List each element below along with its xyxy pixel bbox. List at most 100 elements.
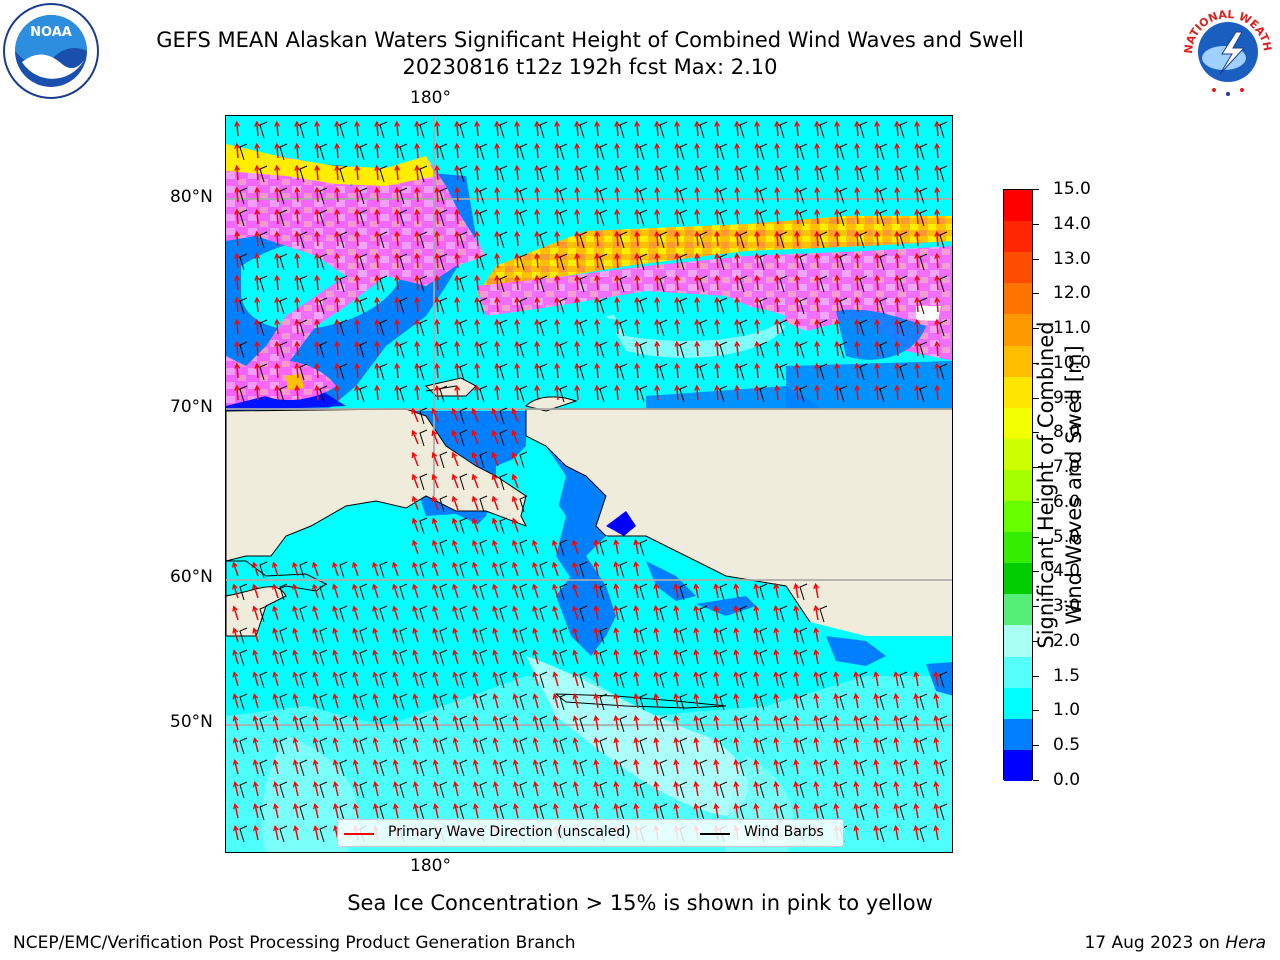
wave-direction-arrow: [272, 584, 279, 599]
wave-direction-arrow: [556, 209, 559, 225]
wave-direction-arrow: [936, 143, 939, 159]
wave-direction-arrow: [576, 341, 579, 357]
wave-direction-arrowhead: [431, 451, 438, 458]
wind-barb: [919, 781, 928, 799]
wave-direction-arrow: [493, 650, 499, 665]
wind-barb: [599, 143, 608, 161]
wave-direction-arrowhead: [394, 296, 401, 303]
wave-direction-arrowhead: [234, 230, 241, 237]
wave-direction-arrowhead: [613, 648, 620, 656]
wave-direction-arrowhead: [793, 692, 800, 700]
wind-barb: [499, 319, 508, 337]
wave-direction-arrowhead: [554, 230, 561, 237]
wave-direction-arrow: [734, 672, 739, 687]
wind-barb: [399, 187, 408, 205]
wave-direction-arrow: [834, 694, 839, 709]
wave-direction-arrowhead: [414, 208, 421, 215]
wave-direction-arrow: [553, 628, 559, 643]
wave-direction-arrow: [276, 253, 279, 269]
wave-direction-arrowhead: [614, 208, 621, 215]
wave-direction-arrow: [756, 187, 759, 203]
wave-direction-arrowhead: [853, 758, 860, 766]
wave-direction-arrowhead: [254, 362, 261, 369]
wave-direction-arrow: [474, 804, 479, 819]
wind-barb: [339, 275, 348, 293]
wave-direction-arrowhead: [374, 164, 381, 171]
wind-barb: [639, 583, 648, 601]
wave-direction-arrow: [756, 253, 759, 269]
wave-direction-arrowhead: [471, 517, 478, 524]
wave-direction-arrow: [316, 231, 319, 247]
wave-direction-arrow: [412, 540, 419, 555]
wave-direction-arrow: [696, 121, 699, 137]
wave-direction-arrow: [836, 165, 839, 181]
colorbar-tick: [1033, 745, 1039, 747]
wave-direction-arrow: [654, 738, 659, 753]
wave-direction-arrowhead: [472, 781, 479, 788]
wave-direction-arrow: [834, 716, 839, 731]
wave-direction-arrow: [493, 694, 499, 709]
wave-direction-arrow: [492, 496, 499, 511]
wave-direction-arrowhead: [674, 274, 681, 281]
wave-direction-arrowhead: [512, 583, 518, 590]
wave-direction-arrow: [534, 804, 539, 819]
wave-direction-arrow: [496, 341, 499, 357]
wind-barb: [379, 319, 388, 337]
wave-direction-arrow: [574, 804, 579, 819]
wave-direction-arrowhead: [894, 362, 901, 369]
wave-direction-arrow: [516, 275, 519, 291]
wave-direction-arrow: [453, 694, 459, 709]
wave-direction-arrow: [696, 297, 699, 313]
wave-direction-arrowhead: [412, 781, 419, 788]
wave-direction-arrowhead: [894, 186, 901, 193]
wave-direction-arrow: [533, 628, 539, 643]
footer-host: Hera: [1225, 933, 1266, 953]
wind-barb: [519, 187, 528, 205]
wave-direction-arrow: [616, 385, 619, 401]
wave-direction-arrow: [573, 650, 579, 665]
wind-barb: [779, 605, 788, 623]
wave-direction-arrow: [796, 363, 799, 379]
wave-direction-arrow: [433, 672, 439, 687]
wave-direction-arrowhead: [794, 274, 801, 281]
wave-direction-arrow: [413, 694, 419, 709]
wind-barb: [719, 649, 728, 667]
wind-barb: [699, 759, 708, 777]
wave-direction-arrowhead: [893, 758, 900, 766]
wave-direction-arrowhead: [293, 824, 299, 832]
colorbar-tick-label: 15.0: [1053, 179, 1091, 199]
wave-direction-arrow: [353, 606, 359, 621]
wave-direction-arrow: [516, 297, 519, 313]
wind-barb: [499, 407, 508, 425]
wind-barb: [319, 583, 328, 601]
wave-direction-arrow: [276, 143, 279, 159]
wave-direction-arrowhead: [274, 274, 281, 281]
wave-direction-arrow: [292, 562, 299, 577]
wave-direction-arrow: [856, 253, 859, 269]
wave-direction-arrowhead: [713, 736, 720, 744]
wave-direction-arrow: [233, 650, 239, 665]
wave-direction-arrowhead: [232, 671, 239, 678]
wave-direction-arrow: [636, 341, 639, 357]
wave-direction-arrowhead: [813, 582, 820, 590]
wave-direction-arrowhead: [814, 318, 821, 325]
wave-direction-arrow: [452, 518, 459, 533]
wave-direction-arrow: [934, 694, 939, 709]
wave-direction-arrow: [916, 275, 919, 291]
wave-direction-arrow: [456, 275, 459, 291]
wind-barb: [759, 781, 768, 799]
wave-direction-arrowhead: [354, 274, 361, 281]
wind-barb: [319, 143, 328, 161]
wind-barb: [579, 363, 588, 381]
wave-direction-arrow: [734, 606, 739, 621]
wave-direction-arrowhead: [894, 274, 901, 281]
wave-direction-arrowhead: [714, 384, 721, 391]
wave-direction-arrowhead: [411, 539, 418, 546]
wave-direction-arrow: [914, 716, 919, 731]
wave-direction-arrowhead: [653, 604, 660, 612]
wave-direction-arrowhead: [411, 407, 417, 415]
wind-barb: [359, 253, 368, 271]
wave-direction-arrow: [836, 253, 839, 269]
wind-barb: [659, 605, 668, 623]
wave-direction-arrowhead: [554, 274, 561, 281]
